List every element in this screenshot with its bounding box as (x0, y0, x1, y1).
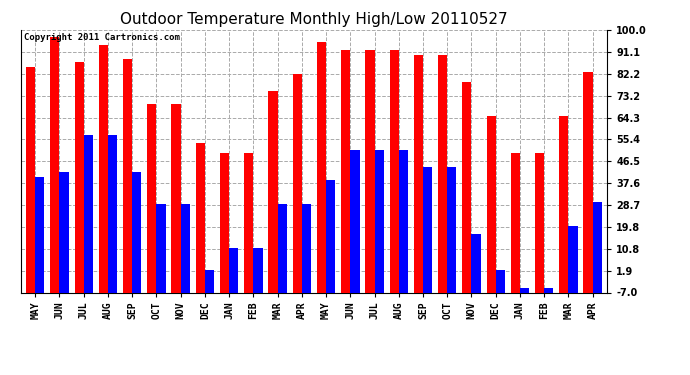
Bar (220, 153, 229, 292)
Bar (171, 104, 181, 292)
Bar (559, 116, 569, 292)
Bar (423, 167, 432, 292)
Bar (535, 153, 544, 292)
Bar (438, 54, 447, 292)
Bar (253, 248, 263, 292)
Bar (544, 288, 553, 292)
Title: Outdoor Temperature Monthly High/Low 20110527: Outdoor Temperature Monthly High/Low 201… (120, 12, 508, 27)
Bar (181, 204, 190, 292)
Bar (26, 67, 35, 292)
Bar (35, 177, 44, 292)
Bar (229, 248, 238, 292)
Bar (495, 270, 505, 292)
Bar (205, 270, 214, 292)
Bar (471, 234, 481, 292)
Bar (196, 143, 205, 292)
Bar (447, 167, 457, 292)
Bar (520, 288, 529, 292)
Bar (462, 81, 471, 292)
Bar (317, 42, 326, 292)
Bar (326, 180, 335, 292)
Bar (293, 74, 302, 292)
Bar (277, 204, 287, 292)
Bar (390, 50, 399, 292)
Bar (147, 104, 157, 292)
Bar (59, 172, 69, 292)
Bar (132, 172, 141, 292)
Bar (593, 202, 602, 292)
Bar (108, 135, 117, 292)
Bar (50, 38, 59, 292)
Bar (511, 153, 520, 292)
Bar (414, 54, 423, 292)
Bar (375, 150, 384, 292)
Bar (302, 204, 311, 292)
Text: Copyright 2011 Cartronics.com: Copyright 2011 Cartronics.com (23, 33, 179, 42)
Bar (584, 72, 593, 292)
Bar (99, 45, 108, 292)
Bar (75, 62, 83, 292)
Bar (244, 153, 253, 292)
Bar (268, 92, 277, 292)
Bar (569, 226, 578, 292)
Bar (399, 150, 408, 292)
Bar (123, 60, 132, 292)
Bar (365, 50, 375, 292)
Bar (486, 116, 495, 292)
Bar (157, 204, 166, 292)
Bar (341, 50, 351, 292)
Bar (83, 135, 93, 292)
Bar (351, 150, 359, 292)
